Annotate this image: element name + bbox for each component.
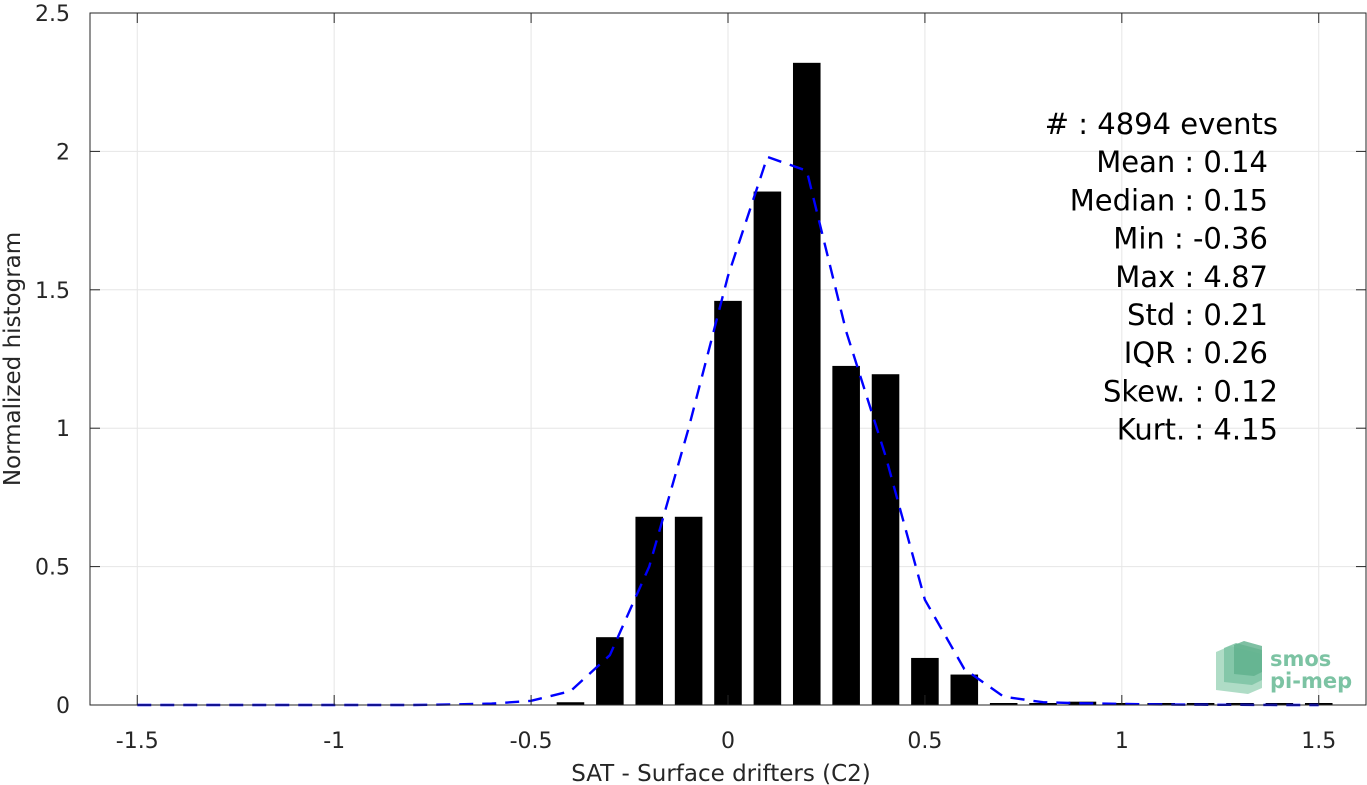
stat-line-4: Max : 4.87 [1115, 260, 1268, 294]
bar-17 [832, 365, 860, 705]
x-tick-label-5: 1 [1115, 729, 1129, 754]
stat-line-2: Median : 0.15 [1070, 183, 1268, 217]
histogram-bars [556, 62, 1333, 706]
bar-22 [1029, 703, 1057, 705]
x-tick-label-2: -0.5 [510, 729, 553, 754]
statistics-annotation: # : 4894 events Mean : 0.14 Median : 0.15 M… [1045, 107, 1278, 447]
bar-27 [1226, 703, 1254, 705]
logo-line1: smos [1270, 647, 1331, 671]
smos-pi-mep-logo: smos pi-mep [1216, 641, 1352, 694]
y-tick-label-4: 2 [56, 140, 70, 165]
y-axis-label: Normalized histogram [0, 232, 26, 486]
y-tick-label-1: 0.5 [35, 556, 70, 581]
stat-line-5: Std : 0.21 [1127, 298, 1268, 332]
stat-line-8: Kurt. : 4.15 [1117, 413, 1278, 447]
bar-16 [792, 62, 821, 706]
logo-mark-icon [1216, 641, 1262, 694]
x-tick-label-0: -1.5 [116, 729, 159, 754]
stat-line-7: Skew. : 0.12 [1103, 374, 1278, 408]
bar-21 [989, 703, 1018, 705]
bar-10 [556, 702, 585, 705]
bar-13 [674, 516, 703, 705]
y-axis-ticks: 0 0.5 1 1.5 2 2.5 [35, 2, 1366, 719]
x-tick-label-4: 0.5 [907, 729, 942, 754]
x-tick-label-6: 1.5 [1301, 729, 1336, 754]
bar-15 [753, 191, 782, 705]
bar-28 [1265, 703, 1294, 705]
x-axis-label: SAT - Surface drifters (C2) [571, 761, 871, 785]
y-tick-label-0: 0 [56, 694, 70, 719]
bar-14 [714, 300, 742, 705]
stat-line-6: IQR : 0.26 [1124, 336, 1268, 370]
y-tick-label-5: 2.5 [35, 2, 70, 27]
stat-line-1: Mean : 0.14 [1096, 145, 1268, 179]
x-tick-label-1: -1 [323, 729, 345, 754]
stat-line-0: # : 4894 events [1045, 107, 1278, 141]
x-axis-ticks: -1.5 -1 -0.5 0 0.5 1 1.5 [116, 13, 1336, 754]
bar-20 [950, 674, 979, 705]
x-tick-label-3: 0 [721, 729, 735, 754]
y-tick-label-3: 1.5 [35, 279, 70, 304]
y-tick-label-2: 1 [56, 417, 70, 442]
stat-line-3: Min : -0.36 [1113, 222, 1268, 256]
logo-line2: pi-mep [1270, 669, 1352, 693]
bar-11 [596, 637, 624, 705]
bar-12 [635, 516, 664, 705]
